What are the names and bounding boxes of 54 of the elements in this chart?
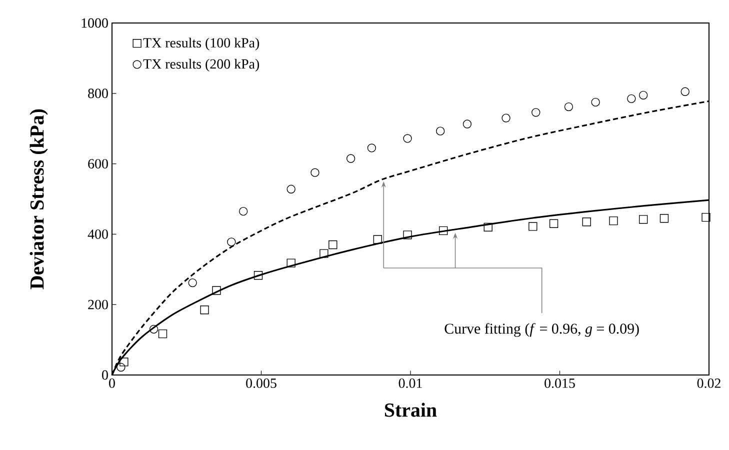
y-tick-label: 200 (88, 300, 108, 310)
point (403, 230, 412, 240)
x-tick-label: 0.015 (544, 378, 575, 388)
point (320, 249, 328, 258)
x-tick-label: 0.005 (246, 378, 276, 388)
point (120, 358, 128, 366)
point (286, 184, 296, 194)
point (254, 271, 263, 280)
point (158, 329, 168, 338)
point (239, 206, 248, 216)
point (502, 114, 510, 122)
point (212, 286, 221, 295)
point (116, 362, 126, 372)
point (373, 235, 382, 244)
y-tick-label: 0 (102, 370, 108, 380)
point (609, 216, 618, 226)
y-axis-title: Deviator Stress (kPa) (30, 109, 48, 290)
y-tick-label: 400 (88, 229, 108, 239)
point (549, 219, 558, 228)
point (591, 98, 600, 107)
point (528, 222, 538, 231)
legend-label: TX results (200 kPa) (143, 58, 260, 72)
point (367, 144, 376, 152)
point (484, 222, 492, 232)
point (346, 154, 356, 163)
point (439, 226, 448, 236)
x-tick-label: 0.01 (398, 378, 422, 388)
point (564, 102, 574, 112)
y-tick-label: 600 (88, 159, 108, 169)
point (227, 238, 236, 246)
point (702, 212, 710, 222)
y-tick-label: 800 (88, 88, 108, 98)
point (639, 90, 648, 100)
point (286, 258, 296, 268)
annotation: Curve fitting (f = 0.96, g = 0.09) (444, 323, 639, 337)
point (328, 240, 338, 250)
point (582, 218, 591, 226)
x-axis-title: Strain (384, 402, 437, 417)
point (532, 108, 540, 117)
point (627, 94, 636, 104)
x-tick-label: 0.02 (697, 378, 720, 388)
point (639, 215, 648, 224)
point (149, 324, 158, 334)
point (403, 134, 412, 143)
point (660, 214, 669, 223)
y-tick-label: 1000 (82, 18, 108, 28)
point (310, 168, 320, 177)
point (188, 278, 197, 288)
point (200, 306, 209, 314)
x-tick-label: 0 (109, 378, 115, 388)
point (462, 120, 472, 128)
point (680, 87, 690, 96)
point (436, 126, 445, 136)
legend-label: TX results (100 kPa) (143, 38, 260, 50)
